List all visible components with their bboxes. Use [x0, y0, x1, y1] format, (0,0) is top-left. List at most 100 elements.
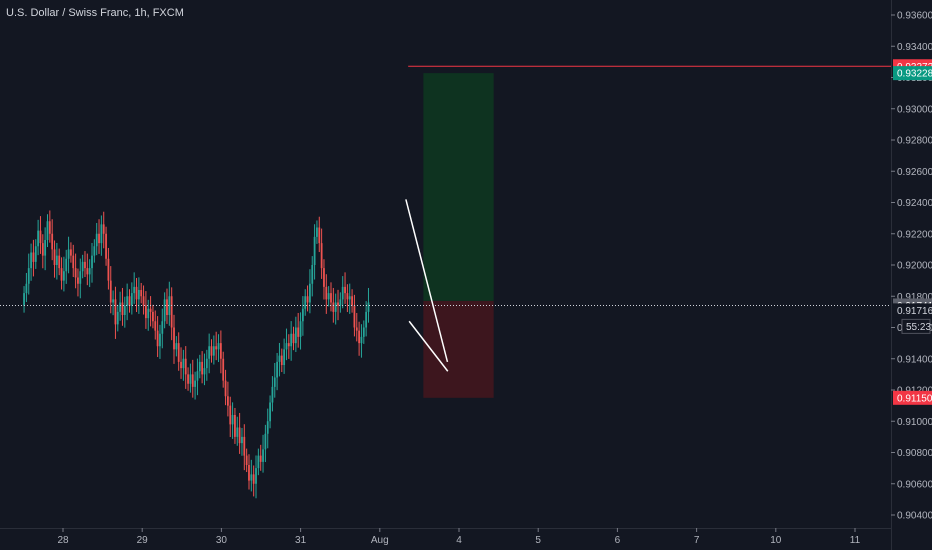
candle[interactable] [212, 346, 215, 356]
candle[interactable] [194, 380, 196, 387]
candle[interactable] [224, 380, 227, 397]
candle[interactable] [135, 286, 138, 300]
candle[interactable] [362, 327, 365, 337]
candle[interactable] [231, 415, 234, 425]
candle[interactable] [23, 293, 25, 306]
candle[interactable] [109, 280, 112, 303]
candle[interactable] [236, 427, 239, 437]
candle[interactable] [259, 455, 262, 462]
candle[interactable] [255, 468, 257, 484]
candle[interactable] [62, 271, 65, 281]
candle[interactable] [98, 233, 100, 244]
candle[interactable] [79, 271, 82, 284]
candle[interactable] [105, 233, 107, 259]
candle[interactable] [210, 346, 213, 356]
candle[interactable] [245, 455, 248, 465]
candle[interactable] [367, 302, 370, 312]
candle[interactable] [346, 293, 349, 300]
candle[interactable] [159, 333, 161, 347]
candle[interactable] [163, 299, 166, 322]
candle[interactable] [149, 308, 152, 312]
candle[interactable] [262, 449, 264, 462]
candle[interactable] [34, 246, 37, 262]
candle[interactable] [292, 333, 295, 344]
candle[interactable] [353, 305, 356, 328]
candle[interactable] [309, 283, 311, 303]
candle[interactable] [25, 283, 28, 294]
candle[interactable] [341, 286, 344, 300]
candle[interactable] [280, 355, 283, 365]
candle[interactable] [201, 361, 204, 375]
candle[interactable] [196, 371, 199, 381]
candle[interactable] [316, 227, 318, 237]
candle[interactable] [46, 221, 49, 240]
candle[interactable] [248, 465, 250, 481]
loss-zone[interactable] [423, 300, 494, 398]
candle[interactable] [320, 243, 323, 269]
candle[interactable] [250, 474, 253, 481]
candle[interactable] [116, 311, 119, 325]
candle[interactable] [348, 296, 351, 300]
candle[interactable] [32, 252, 35, 262]
candle[interactable] [123, 305, 126, 315]
candle[interactable] [182, 358, 185, 369]
candle[interactable] [203, 368, 206, 375]
candle[interactable] [112, 299, 114, 303]
candle[interactable] [243, 436, 246, 456]
candle[interactable] [344, 286, 346, 294]
candle[interactable] [287, 343, 290, 347]
candle[interactable] [126, 296, 129, 306]
candle[interactable] [301, 308, 304, 322]
candle[interactable] [234, 415, 236, 437]
candle[interactable] [311, 265, 314, 284]
candle[interactable] [285, 343, 288, 350]
candle[interactable] [299, 321, 302, 337]
candle[interactable] [166, 299, 168, 315]
candle[interactable] [208, 346, 211, 359]
candle[interactable] [334, 302, 337, 312]
candle[interactable] [290, 333, 293, 347]
candle[interactable] [144, 305, 147, 319]
candle[interactable] [252, 474, 255, 484]
candle[interactable] [360, 336, 363, 344]
candle[interactable] [198, 361, 201, 372]
candle[interactable] [278, 355, 281, 362]
candle[interactable] [95, 233, 98, 247]
candle[interactable] [238, 427, 241, 444]
candle[interactable] [355, 327, 358, 331]
candle[interactable] [177, 343, 180, 362]
candle[interactable] [161, 321, 164, 334]
candle[interactable] [306, 296, 309, 303]
candle[interactable] [51, 233, 54, 250]
candle[interactable] [60, 268, 63, 281]
candle[interactable] [184, 358, 187, 375]
candle[interactable] [39, 230, 42, 244]
candle[interactable] [219, 343, 222, 359]
candle[interactable] [107, 258, 110, 281]
candle[interactable] [170, 296, 173, 328]
candle[interactable] [323, 268, 325, 287]
candle[interactable] [128, 296, 131, 306]
candle[interactable] [37, 230, 40, 247]
candle[interactable] [140, 290, 143, 297]
candle[interactable] [88, 268, 91, 275]
candle[interactable] [337, 302, 339, 306]
candle[interactable] [205, 358, 208, 369]
candle[interactable] [318, 227, 321, 244]
candle[interactable] [121, 302, 124, 316]
candle[interactable] [30, 252, 32, 269]
candle[interactable] [67, 249, 70, 259]
candle[interactable] [330, 293, 332, 303]
candle[interactable] [365, 311, 368, 328]
candle[interactable] [294, 327, 297, 344]
candle[interactable] [84, 261, 86, 269]
candle[interactable] [91, 255, 93, 269]
candle[interactable] [55, 255, 58, 265]
candle[interactable] [133, 286, 136, 294]
candle[interactable] [283, 349, 286, 365]
candle[interactable] [168, 296, 171, 315]
candle[interactable] [147, 308, 150, 319]
candle[interactable] [175, 343, 178, 350]
candle[interactable] [332, 302, 335, 312]
candle[interactable] [156, 330, 159, 347]
